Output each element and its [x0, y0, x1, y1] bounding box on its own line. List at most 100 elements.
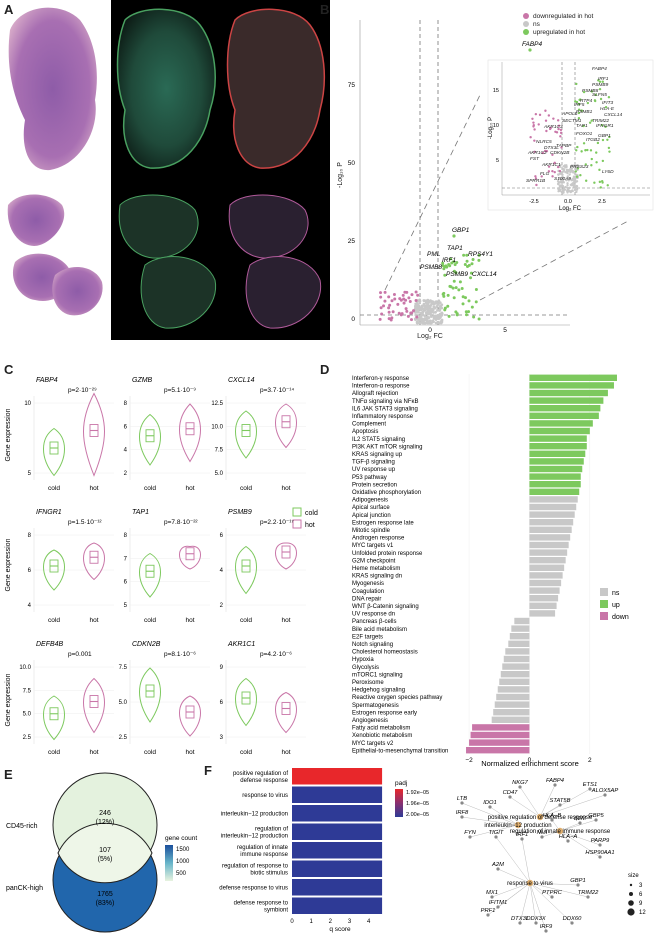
inset-point-down	[532, 121, 535, 124]
inset-point-down	[556, 165, 560, 169]
inset-point-ns	[558, 176, 561, 180]
inset-point-up	[574, 170, 578, 173]
label-pml: PML	[427, 251, 441, 258]
inset-point-down	[559, 131, 563, 135]
violin-hot	[275, 542, 297, 570]
volcano-point-down	[380, 312, 384, 316]
panel-d-label: D	[320, 362, 330, 377]
inset-point-ns	[561, 180, 565, 183]
network-gene-node	[460, 801, 464, 805]
venn-top-pct: (12%)	[96, 819, 115, 826]
enrich-bar	[529, 465, 583, 473]
label-cxcl14: CXCL14	[472, 271, 497, 278]
legend-ns-dot	[523, 21, 529, 27]
inset-gene-label: FABP4	[592, 66, 607, 72]
inset-gene-label: TRIM22	[592, 118, 609, 124]
inset-point-down	[551, 175, 554, 178]
enrich-category-label: Inflammatory response	[352, 414, 414, 420]
inset-gene-label: LY6D	[602, 169, 614, 175]
network-edge	[539, 784, 556, 818]
volcano-point-up	[465, 253, 469, 257]
go-category-label: positive regulation of	[233, 771, 288, 777]
x-axis-label: Log₂ FC	[417, 333, 443, 340]
enrich-bar	[529, 534, 571, 541]
violin-pvalue: p=5.1·10⁻⁹	[164, 387, 196, 394]
violin-panel-cxcl14: CXCL14 p=3.7·10⁻¹⁴ 5.0 7.5 10.0 12.5 cold hot	[211, 377, 306, 492]
enrich-bar	[466, 747, 530, 754]
inset-point-up	[582, 124, 585, 128]
inset-point-up	[576, 167, 580, 170]
network-gene-label: PRF1	[481, 908, 496, 914]
enrich-category-label: Peroxisome	[352, 680, 384, 686]
volcano-point-down	[393, 297, 397, 301]
volcano-point-up	[474, 300, 478, 304]
inset-gene-label: PSMB1	[576, 109, 593, 115]
network-edge	[529, 882, 547, 932]
volcano-point-up	[464, 310, 468, 314]
venn-top-label: CD45-rich	[6, 823, 38, 830]
inset-point-up	[579, 98, 582, 101]
volcano-point-up	[474, 288, 478, 292]
enrich-bar	[503, 655, 530, 663]
violin-hot	[179, 545, 201, 570]
inset-gene-label: AKR1C1	[541, 162, 561, 168]
inset-point-up	[606, 184, 609, 187]
network-gene-label: GBP1	[570, 878, 585, 884]
violin-panel-gzmb: GZMB p=5.1·10⁻⁹ 2 4 6 8 cold hot	[124, 377, 210, 492]
inset-point-ns	[556, 179, 560, 183]
inset-point-up	[601, 80, 604, 83]
enrich-bar	[529, 519, 574, 526]
violin-x-label: cold	[240, 485, 252, 492]
panel-b: B downregulated in hot ns upregulated in…	[320, 0, 660, 340]
inset-point-ns	[566, 182, 569, 185]
enrich-category-label: WNT β-Catenin signaling	[352, 604, 419, 610]
volcano-point-up	[449, 257, 453, 261]
legend-ns-swatch	[600, 588, 608, 596]
inset-gene-label: S100A9	[554, 176, 571, 182]
y-tick-75: 75	[348, 82, 356, 89]
network-gene-node	[540, 835, 544, 839]
violin-y-tick: 3	[220, 735, 224, 741]
enrich-bar	[529, 511, 575, 518]
volcano-point-up	[467, 299, 471, 303]
gene-count-tick-500: 500	[176, 871, 187, 877]
inset-point-up	[595, 151, 598, 154]
y-tick-0: 0	[351, 316, 355, 323]
violin-y-tick: 6	[124, 580, 128, 586]
legend-up-label: upregulated in hot	[533, 29, 585, 36]
inset-point-ns	[559, 178, 563, 181]
inset-point-ns	[556, 182, 560, 186]
size-title: size	[628, 873, 639, 879]
network-term-label: regulation of innate immune response	[510, 829, 611, 835]
inset-point-up	[598, 168, 601, 172]
network-gene-node	[534, 921, 538, 925]
violin-y-tick: 8	[28, 533, 32, 539]
network-gene-node	[594, 818, 598, 822]
go-category-label: response to virus	[242, 793, 288, 799]
violin-y-tick: 4	[220, 568, 224, 574]
volcano-point-up	[455, 313, 459, 317]
inset-point-up	[575, 100, 579, 104]
inset-point-ns	[557, 187, 560, 191]
network-gene-node	[460, 815, 464, 819]
enrich-bar	[508, 640, 530, 647]
enrich-category-label: E2F targets	[352, 634, 383, 640]
enrich-bar	[529, 602, 557, 609]
gene-network: NKG7 FABP4 ETS1 CD47 ALOX5AP LTB IDO1 STAT5B IRF…	[456, 778, 618, 933]
enrich-category-label: IL2 STAT5 signaling	[352, 437, 405, 443]
network-gene-node	[598, 843, 602, 847]
inset-point-down	[557, 127, 560, 131]
volcano-point-down	[387, 306, 391, 310]
padj-colorbar	[395, 789, 403, 817]
enrich-category-label: Reactive oxygen species pathway	[352, 695, 442, 701]
inset-point-ns	[566, 175, 569, 178]
volcano-point-down	[390, 299, 394, 303]
volcano-point-down	[397, 311, 401, 315]
network-edge	[491, 882, 531, 898]
enrich-bar	[529, 374, 617, 381]
volcano-point-up	[447, 314, 451, 318]
enrich-category-label: Epithelial-to-mesenchymal transition	[352, 748, 448, 754]
network-gene-label: IRF8	[456, 810, 469, 816]
volcano-point-ns	[433, 306, 437, 310]
volcano-point-ns	[421, 321, 425, 325]
